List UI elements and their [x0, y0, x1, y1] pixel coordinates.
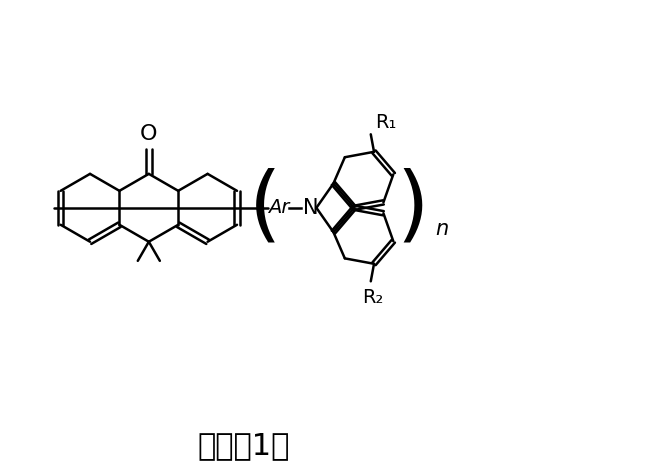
Text: ): ) [396, 167, 428, 248]
Text: O: O [140, 124, 158, 144]
Text: N: N [303, 198, 318, 218]
Text: R₁: R₁ [375, 113, 396, 132]
Text: n: n [436, 219, 449, 239]
Text: R₂: R₂ [362, 288, 384, 307]
Text: 通式（1）: 通式（1） [198, 431, 290, 460]
Text: Ar: Ar [268, 198, 290, 217]
Text: (: ( [249, 167, 282, 248]
